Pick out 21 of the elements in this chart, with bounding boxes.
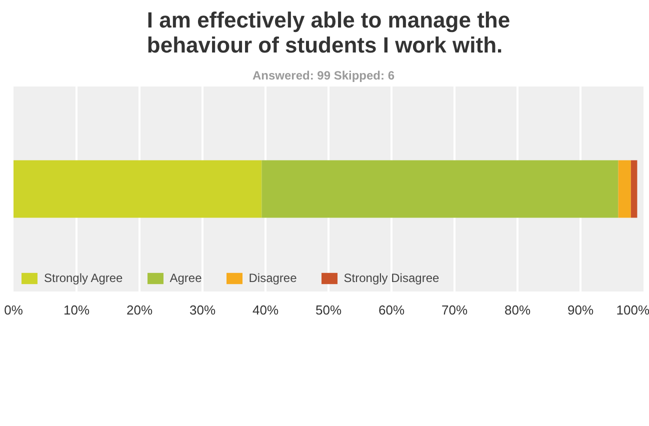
legend-label: Strongly Disagree [344,271,440,285]
x-tick-label: 40% [252,302,279,318]
x-tick-label: 100% [616,302,649,318]
x-tick-label: 60% [378,302,405,318]
x-tick-label: 0% [4,302,24,318]
chart-subtitle: Answered: 99 Skipped: 6 [252,68,395,82]
x-tick-label: 30% [189,302,216,318]
bar [630,160,638,218]
bar [618,160,631,218]
legend-label: Disagree [248,271,297,285]
legend-label: Strongly Agree [44,271,123,285]
x-tick-label: 10% [63,302,90,318]
x-tick-label: 80% [504,302,531,318]
legend-label: Agree [170,271,202,285]
x-tick-label: 70% [441,302,468,318]
x-tick-label: 20% [126,302,153,318]
chart-title: I am effectively able to manage the behaviour of students I work with. [146,8,510,58]
bar [262,160,618,218]
bar [14,160,262,218]
x-tick-label: 90% [567,302,594,318]
x-tick-label: 50% [315,302,342,318]
